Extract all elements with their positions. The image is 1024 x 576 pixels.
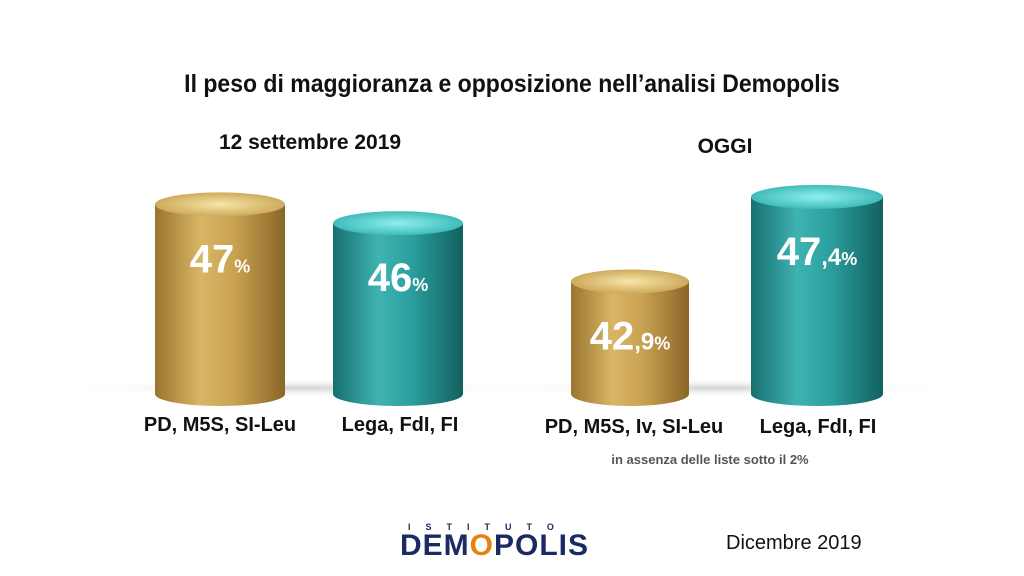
bar-body-1 bbox=[333, 223, 463, 406]
bar-value-label-1: 46% bbox=[368, 256, 429, 300]
bar-1: 46% bbox=[333, 211, 463, 406]
footnote: in assenza delle liste sotto il 2% bbox=[611, 452, 809, 467]
floor-shadow-left bbox=[60, 378, 540, 398]
bar-top-3 bbox=[751, 184, 883, 209]
x-label-0: PD, M5S, SI-Leu bbox=[143, 414, 297, 436]
x-label-1: Lega, FdI, FI bbox=[341, 414, 459, 436]
floor-shadow-right bbox=[480, 378, 960, 398]
group-title-september: 12 settembre 2019 bbox=[218, 131, 402, 154]
bar-0: 47% bbox=[155, 192, 285, 406]
x-label-2: PD, M5S, Iv, SI-Leu bbox=[544, 416, 724, 438]
bar-body-3 bbox=[751, 196, 883, 406]
bar-value-label-3: 47,4% bbox=[777, 230, 858, 274]
bar-value-label-0: 47% bbox=[190, 237, 251, 281]
group-title-oggi: OGGI bbox=[697, 135, 753, 158]
bar-2: 42,9% bbox=[571, 269, 689, 406]
bars-layer: 47% 46% 42,9% 47,4% bbox=[60, 184, 960, 406]
bar-body-0 bbox=[155, 204, 285, 406]
demopolis-logo: ISTITUTO DEMOPOLIS bbox=[400, 522, 620, 562]
x-label-3: Lega, FdI, FI bbox=[759, 416, 877, 438]
date-label: Dicembre 2019 bbox=[726, 532, 862, 554]
logo-istituto: ISTITUTO bbox=[408, 522, 569, 532]
bar-body-2 bbox=[571, 281, 689, 406]
bar-value-label-2: 42,9% bbox=[590, 314, 671, 358]
bar-top-1 bbox=[333, 211, 463, 236]
logo-wordmark: DEMOPOLIS bbox=[400, 529, 590, 562]
bar-top-0 bbox=[155, 192, 285, 217]
chart-title: Il peso di maggioranza e opposizione nel… bbox=[184, 70, 840, 98]
bar-top-2 bbox=[571, 269, 689, 294]
bar-3: 47,4% bbox=[751, 184, 883, 406]
